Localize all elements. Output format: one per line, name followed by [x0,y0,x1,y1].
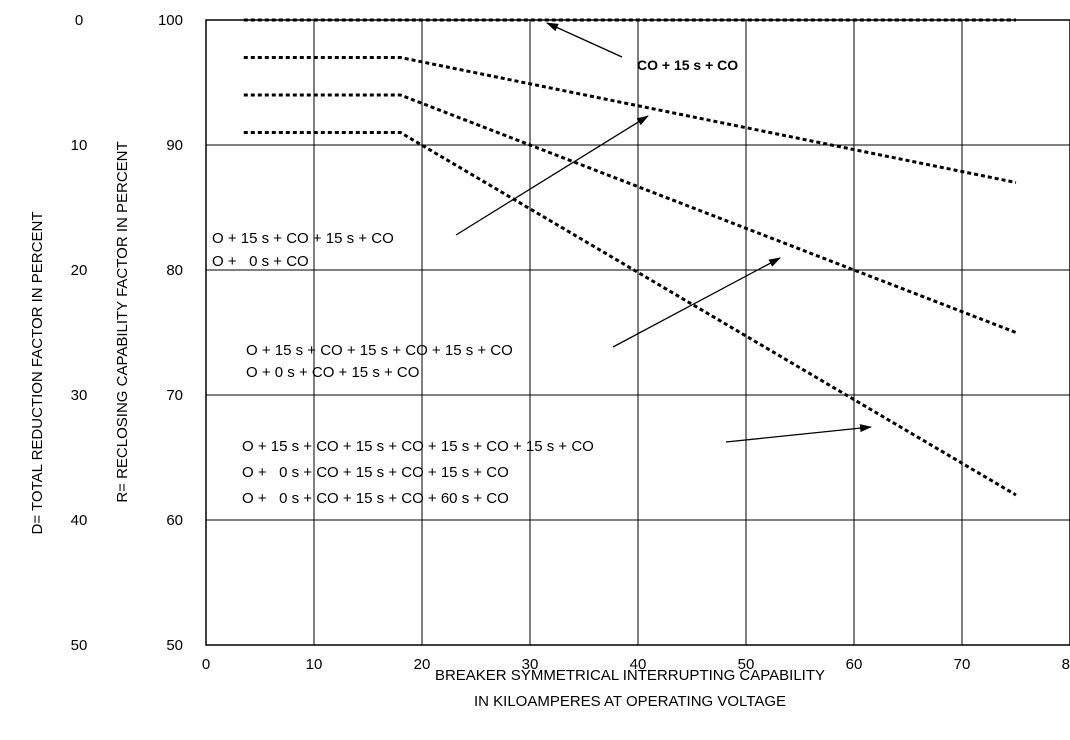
annotation-2: O + 15 s + CO + 15 s + CO O + 0 s + CO [212,115,649,270]
d-tick-label: 50 [71,637,88,654]
annotation-1: CO + 15 s + CO [546,22,738,73]
annotation-4-line-3: O + 0 s + CO + 15 s + CO + 60 s + CO [242,490,509,507]
annotation-3-line-2: O + 0 s + CO + 15 s + CO [246,364,419,381]
x-axis-title-line1: BREAKER SYMMETRICAL INTERRUPTING CAPABIL… [435,667,825,684]
x-tick-label: 0 [202,656,210,673]
r-tick-label: 50 [166,637,183,654]
r-tick-label: 100 [158,12,183,29]
x-tick-label: 20 [414,656,431,673]
r-tick-label: 80 [166,262,183,279]
annotation-2-arrow [455,115,649,236]
x-tick-label: 70 [954,656,971,673]
annotation-1-arrow [546,22,623,58]
x-tick-label: 30 [522,656,539,673]
annotation-2-line-1: O + 15 s + CO + 15 s + CO [212,230,394,247]
annotation-1-line-1: CO + 15 s + CO [637,57,738,73]
r-tick-labels: 100 90 80 70 60 50 [158,12,183,654]
r-tick-label: 60 [166,512,183,529]
series-line-3 [243,93,1017,334]
annotation-3-line-1: O + 15 s + CO + 15 s + CO + 15 s + CO [246,342,513,359]
x-tick-labels: 0 10 20 30 40 50 60 70 80 [202,656,1070,673]
annotation-3-arrow [612,257,781,348]
annotation-4: O + 15 s + CO + 15 s + CO + 15 s + CO + … [242,424,872,507]
r-tick-label: 90 [166,137,183,154]
d-tick-label: 20 [71,262,88,279]
x-axis-title-line2: IN KILOAMPERES AT OPERATING VOLTAGE [474,693,786,710]
annotation-4-line-1: O + 15 s + CO + 15 s + CO + 15 s + CO + … [242,438,594,455]
annotation-2-line-2: O + 0 s + CO [212,253,309,270]
series-line-4 [243,131,1017,497]
x-tick-label: 80 [1062,656,1070,673]
annotation-3: O + 15 s + CO + 15 s + CO + 15 s + CO O … [246,257,781,381]
x-tick-label: 40 [630,656,647,673]
r-tick-label: 70 [166,387,183,404]
y-axis-title-left: D= TOTAL REDUCTION FACTOR IN PERCENT [29,212,46,535]
y-axis-title-right: R= RECLOSING CAPABILITY FACTOR IN PERCEN… [114,141,131,502]
series-line-2 [243,56,1017,184]
d-tick-label: 40 [71,512,88,529]
annotation-4-line-2: O + 0 s + CO + 15 s + CO + 15 s + CO [242,464,509,481]
d-tick-labels: 0 10 20 30 40 50 [71,12,88,654]
d-tick-label: 10 [71,137,88,154]
d-tick-label: 30 [71,387,88,404]
x-tick-label: 60 [846,656,863,673]
x-tick-label: 10 [306,656,323,673]
series-lines [243,18,1017,497]
grid [206,20,1070,645]
x-tick-label: 50 [738,656,755,673]
d-tick-label: 0 [75,12,83,29]
annotation-4-arrow [725,424,872,443]
